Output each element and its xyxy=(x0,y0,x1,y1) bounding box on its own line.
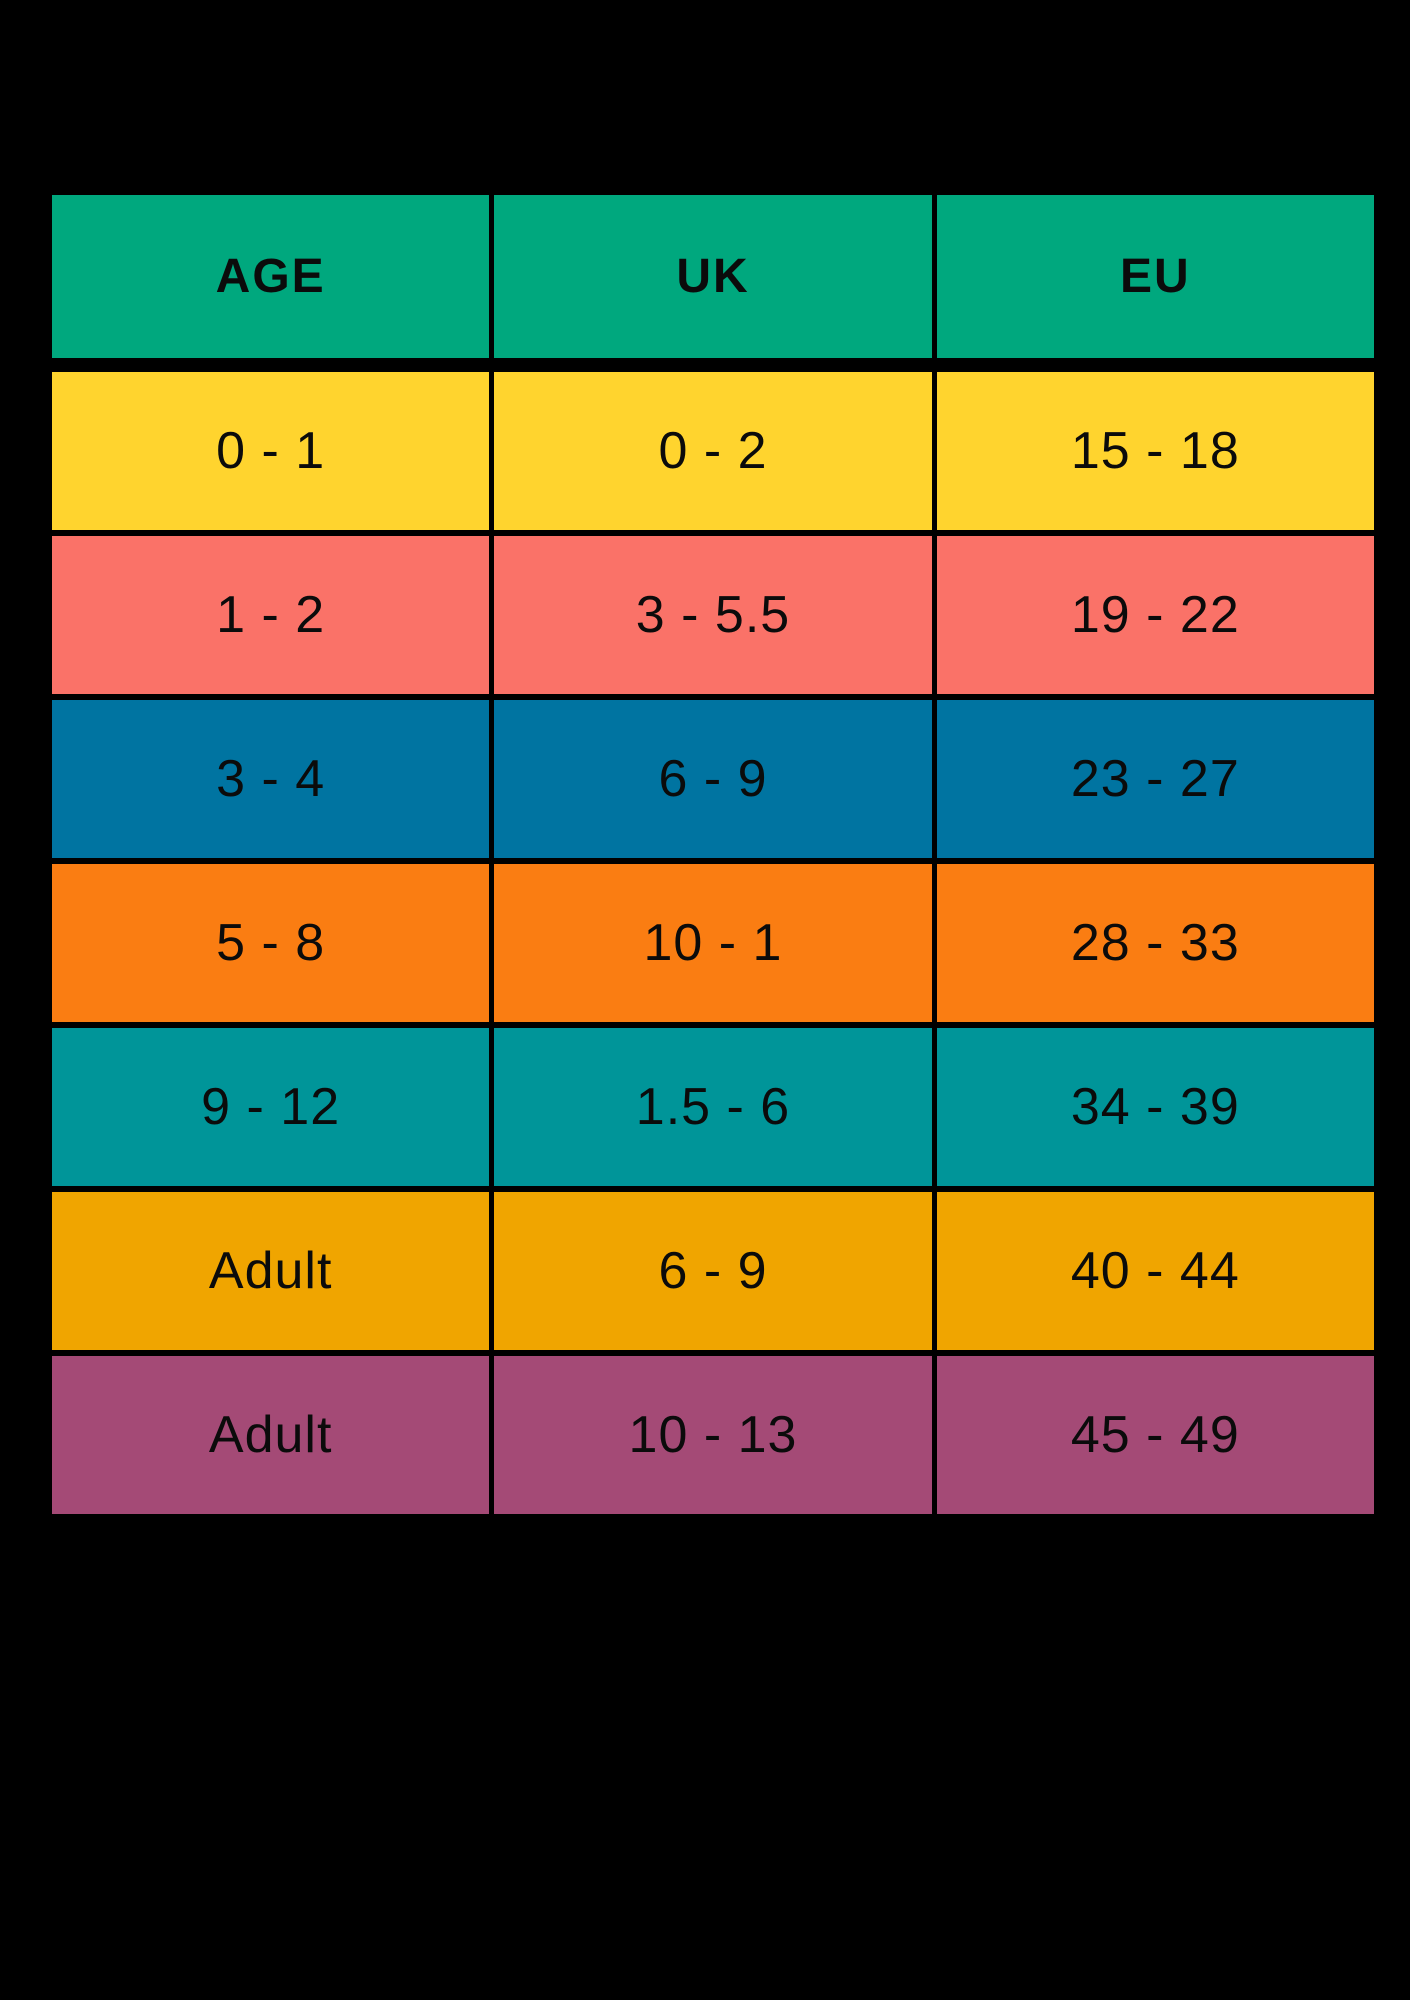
age-cell: Adult xyxy=(52,1356,495,1514)
eu-size-cell: 40 - 44 xyxy=(1070,1242,1240,1300)
eu-size-cell: 34 - 39 xyxy=(1070,1078,1240,1136)
age-cell: 5 - 8 xyxy=(52,864,495,1022)
table-row: 5 - 8 10 - 1 28 - 33 xyxy=(52,864,1374,1022)
age-cell: 0 - 1 xyxy=(52,372,495,530)
age-cell: 9 - 12 xyxy=(52,1028,495,1186)
uk-size-cell: 1.5 - 6 xyxy=(494,1028,937,1186)
table-row: Adult 6 - 9 40 - 44 xyxy=(52,1192,1374,1350)
column-header-age: AGE xyxy=(52,195,495,358)
column-header-eu: EU xyxy=(1119,250,1191,303)
table-row: 9 - 12 1.5 - 6 34 - 39 xyxy=(52,1028,1374,1186)
age-cell: 3 - 4 xyxy=(52,700,495,858)
uk-size-cell: 10 - 13 xyxy=(494,1356,937,1514)
table-row: 3 - 4 6 - 9 23 - 27 xyxy=(52,700,1374,858)
eu-size-cell: 19 - 22 xyxy=(1070,586,1240,644)
table-row: Adult 10 - 13 45 - 49 xyxy=(52,1356,1374,1514)
table-row: 0 - 1 0 - 2 15 - 18 xyxy=(52,372,1374,530)
uk-size-cell: 6 - 9 xyxy=(494,700,937,858)
column-header-uk: UK xyxy=(494,195,937,358)
uk-size-cell: 3 - 5.5 xyxy=(494,536,937,694)
age-cell: Adult xyxy=(52,1192,495,1350)
eu-size-cell: 45 - 49 xyxy=(1070,1406,1240,1464)
table-row: 1 - 2 3 - 5.5 19 - 22 xyxy=(52,536,1374,694)
eu-size-cell: 15 - 18 xyxy=(1070,422,1240,480)
eu-size-cell: 28 - 33 xyxy=(1070,914,1240,972)
age-cell: 1 - 2 xyxy=(52,536,495,694)
uk-size-cell: 6 - 9 xyxy=(494,1192,937,1350)
uk-size-cell: 0 - 2 xyxy=(494,372,937,530)
uk-size-cell: 10 - 1 xyxy=(494,864,937,1022)
size-conversion-table: AGE UK EU 0 - 1 0 - 2 15 - 18 1 - 2 3 - … xyxy=(52,195,1374,1520)
eu-size-cell: 23 - 27 xyxy=(1070,750,1240,808)
table-header-row: AGE UK EU xyxy=(52,195,1374,358)
